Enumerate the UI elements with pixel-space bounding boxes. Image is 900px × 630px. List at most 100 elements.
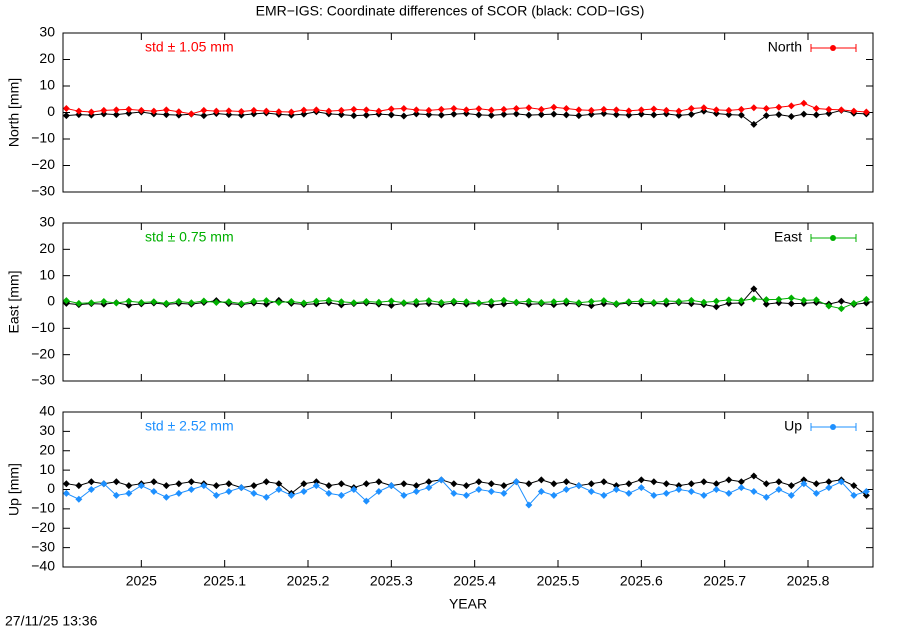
data-point [725,111,733,119]
chart-title: EMR−IGS: Coordinate differences of SCOR … [256,3,645,19]
data-point [150,487,158,495]
data-point [462,298,470,306]
data-point [725,296,733,304]
data-point [425,484,433,492]
data-point [862,487,870,495]
data-point [175,297,183,305]
data-point [850,299,858,307]
data-point [587,106,595,114]
data-point [312,482,320,490]
data-point [162,299,170,307]
y-tick-label: −10 [31,500,55,516]
data-point [250,489,258,497]
data-point [750,487,758,495]
data-point [150,107,158,115]
data-point [737,111,745,119]
y-axis-label: East [mm] [6,270,22,333]
data-point [387,105,395,113]
data-point [862,108,870,116]
data-point [400,480,408,488]
data-point [537,487,545,495]
data-point [487,106,495,114]
data-point [462,491,470,499]
data-point [462,106,470,114]
data-point [550,110,558,118]
data-point [600,105,608,113]
data-point [525,297,533,305]
data-point [575,482,583,490]
data-point [112,478,120,486]
data-point [512,105,520,113]
y-tick-label: −30 [31,372,55,388]
data-point [862,491,870,499]
y-axis-label: Up [mm] [6,463,22,516]
x-tick-label: 2025.2 [287,573,330,589]
data-point [587,302,595,310]
data-point [412,110,420,118]
data-point [762,296,770,304]
data-point [475,478,483,486]
data-point [237,300,245,308]
data-point [87,486,95,493]
data-point [837,478,845,486]
data-point [225,480,233,488]
data-point [625,111,633,119]
data-point [337,111,345,119]
data-point [175,489,183,497]
data-point [237,107,245,115]
data-point [750,120,758,128]
data-point [225,487,233,495]
data-point [612,106,620,114]
plot-frame [62,32,874,193]
data-point [562,105,570,113]
data-point [450,489,458,497]
data-point [837,297,845,305]
data-point [587,110,595,118]
data-point [600,491,608,499]
data-point [212,299,220,307]
data-point [725,106,733,114]
y-tick-label: −40 [31,558,55,574]
data-point [737,297,745,305]
y-tick-label: 20 [39,240,55,256]
data-point [75,107,83,115]
data-point [450,105,458,113]
data-point [812,480,820,488]
x-axis-label: YEAR [449,596,487,612]
data-point [600,110,608,118]
data-point [837,106,845,114]
data-point [87,108,95,116]
data-point [387,301,395,309]
data-point [262,107,270,115]
data-point [450,480,458,488]
data-point [300,110,308,118]
data-point [137,106,145,114]
data-point [75,482,83,490]
data-point [312,478,320,486]
data-point [712,297,720,305]
data-point [700,298,708,306]
data-point [787,294,795,302]
data-point [237,111,245,119]
data-point [300,480,308,488]
data-point [675,486,683,493]
data-point [437,299,445,307]
y-tick-label: 0 [47,103,55,119]
data-point [575,106,583,114]
data-point [825,302,833,310]
timestamp: 27/11/25 13:36 [5,613,98,629]
y-tick-label: −10 [31,130,55,146]
data-point [412,482,420,490]
data-point [62,105,70,113]
data-point [500,110,508,118]
legend-label: East [774,229,802,245]
data-point [625,298,633,306]
data-point [275,480,283,488]
data-point [812,105,820,113]
data-point [862,299,870,307]
y-tick-label: 30 [39,24,55,40]
data-point [362,111,370,119]
data-point [500,489,508,497]
data-point [625,480,633,488]
data-point [737,105,745,113]
